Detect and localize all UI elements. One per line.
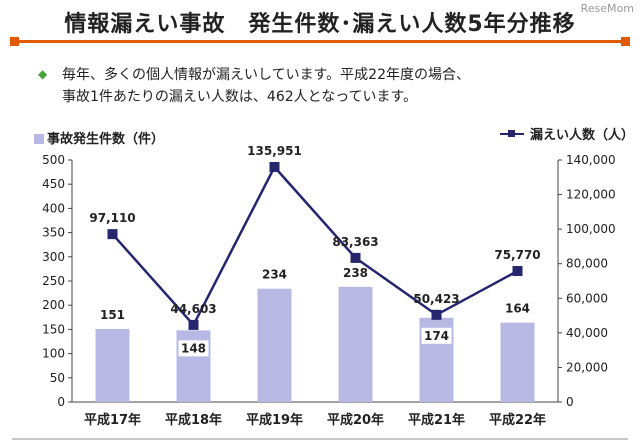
y-tick-label: 0: [57, 395, 65, 409]
series-line: [111, 164, 519, 328]
y2-tick-label: 100,000: [566, 222, 616, 236]
line-data-label: 75,770: [494, 248, 540, 262]
legend-line-series: 漏えい人数（人）: [500, 124, 634, 143]
y-tick-label: 250: [42, 274, 65, 288]
y-tick-label: 50: [50, 371, 65, 385]
watermark-logo: ReseMom: [580, 2, 634, 15]
legend-line-swatch: [500, 130, 524, 137]
line-data-label: 50,423: [413, 292, 459, 306]
line-data-label: 135,951: [247, 144, 302, 158]
line-marker: [107, 229, 118, 240]
y-tick-label: 100: [42, 347, 65, 361]
y2-tick-label: 60,000: [566, 291, 608, 305]
line-marker: [188, 319, 199, 330]
bar-data-label: 174: [424, 329, 449, 343]
line-data-label: 44,603: [170, 302, 216, 316]
y2-tick-label: 120,000: [566, 188, 616, 202]
page-title: 情報漏えい事故 発生件数･漏えい人数5年分推移: [64, 12, 576, 37]
line-marker: [350, 252, 361, 263]
y-tick-label: 200: [42, 298, 65, 312]
bar-data-label: 234: [262, 268, 287, 282]
x-category-label: 平成19年: [246, 412, 303, 428]
bar-label-box: [421, 327, 452, 344]
title-underline: [10, 37, 630, 46]
x-category-label: 平成18年: [165, 412, 222, 428]
x-category-label: 平成21年: [408, 412, 465, 428]
bar-data-label: 238: [343, 266, 368, 280]
bar: [500, 322, 535, 402]
x-category-label: 平成20年: [327, 412, 384, 428]
bar-data-label: 148: [181, 341, 206, 355]
y-tick-label: 150: [42, 322, 65, 336]
x-category-label: 平成17年: [84, 412, 141, 428]
bar: [257, 288, 292, 402]
y-tick-label: 300: [42, 250, 65, 264]
bar-label-box: [178, 340, 209, 357]
legend-bar-label: 事故発生件数（件）: [47, 132, 165, 147]
x-category-label: 平成22年: [489, 412, 546, 428]
legend-line-label: 漏えい人数（人）: [530, 128, 635, 143]
line-marker: [431, 309, 442, 320]
y2-tick-label: 140,000: [566, 153, 616, 167]
bar-data-label: 151: [100, 308, 125, 322]
summary-note: 毎年、多くの個人情報が漏えいしています。平成22年度の場合、 事故1件あたりの漏…: [62, 64, 622, 108]
line-marker: [269, 161, 280, 172]
y-tick-label: 350: [42, 226, 65, 240]
y-tick-label: 500: [42, 153, 65, 167]
y2-tick-label: 40,000: [566, 326, 608, 340]
bar-data-label: 164: [505, 302, 530, 316]
bar: [338, 286, 373, 402]
legend-bar-swatch: [34, 134, 44, 144]
summary-line-2: 事故1件あたりの漏えい人数は、462人となっています。: [62, 89, 418, 105]
diamond-bullet-icon: ◆: [38, 67, 48, 81]
y-tick-label: 400: [42, 201, 65, 215]
summary-line-1: 毎年、多くの個人情報が漏えいしています。平成22年度の場合、: [62, 67, 470, 83]
line-data-label: 83,363: [332, 235, 378, 249]
y2-tick-label: 0: [566, 395, 574, 409]
line-data-label: 97,110: [89, 211, 135, 225]
bottom-divider: [12, 438, 628, 440]
y2-tick-label: 20,000: [566, 360, 608, 374]
y-tick-label: 450: [42, 177, 65, 191]
bar: [95, 328, 130, 402]
line-marker: [512, 266, 523, 277]
legend-bar-series: 事故発生件数（件）: [34, 128, 164, 147]
y2-tick-label: 80,000: [566, 257, 608, 271]
